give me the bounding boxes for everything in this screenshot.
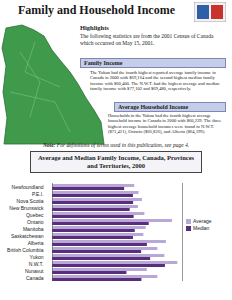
html-text:The following statistics are f: The following statistics are from the 20… xyxy=(80,33,214,46)
html-text:The Yukon had the fourth highe: The Yukon had the fourth highest reporte… xyxy=(90,70,220,91)
html-text:Family Income: Family Income xyxy=(84,60,123,66)
svg-text:Quebec: Quebec xyxy=(26,212,44,218)
svg-text:Ontario: Ontario xyxy=(27,219,44,225)
svg-text:N.W.T.: N.W.T. xyxy=(29,261,44,267)
svg-text:Saskatchewan: Saskatchewan xyxy=(11,233,44,239)
svg-text:Newfoundland: Newfoundland xyxy=(12,184,44,190)
html-text:Family and Household Income: Family and Household Income xyxy=(18,3,175,17)
html-text:Average and Median Family Inco: Average and Median Family Income, Canada… xyxy=(37,154,195,169)
html-text:Households in the Yukon had th: Households in the Yukon had the fourth h… xyxy=(108,113,222,134)
html-text:Note: For definitions of terms: Note: For definitions of terms used in t… xyxy=(42,142,190,148)
html-text:Average: Average xyxy=(193,218,212,224)
svg-text:P.E.I.: P.E.I. xyxy=(32,191,44,197)
svg-text:British Columbia: British Columbia xyxy=(7,247,44,253)
svg-text:New Brunswick: New Brunswick xyxy=(9,205,44,211)
svg-text:Nunavut: Nunavut xyxy=(25,268,44,274)
svg-text:Nova Scotia: Nova Scotia xyxy=(17,198,44,204)
svg-text:Canada: Canada xyxy=(26,275,44,281)
html-text:Median: Median xyxy=(193,225,210,231)
svg-text:Yukon: Yukon xyxy=(30,254,44,260)
html-text:Average Household Income: Average Household Income xyxy=(118,104,189,110)
svg-text:Manitoba: Manitoba xyxy=(23,226,44,232)
html-text:Highlights: Highlights xyxy=(80,24,109,31)
svg-text:Alberta: Alberta xyxy=(28,240,44,246)
